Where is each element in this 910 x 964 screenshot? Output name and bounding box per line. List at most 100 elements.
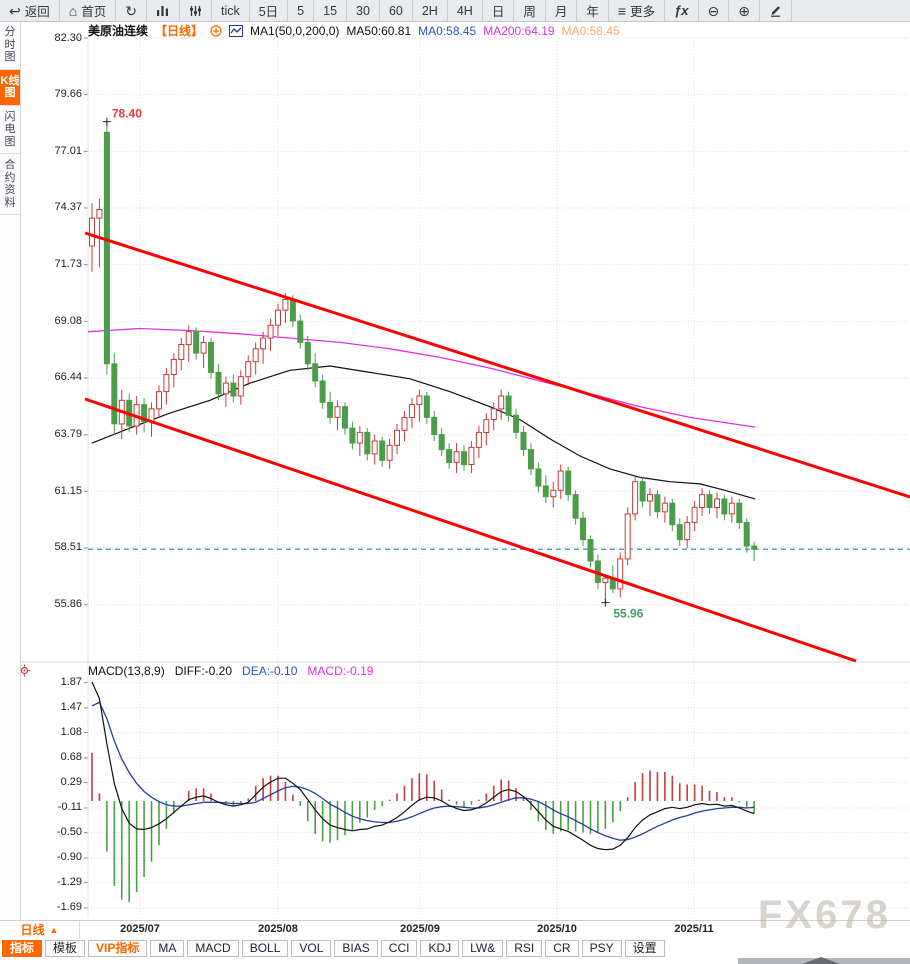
interval-4h[interactable]: 4H <box>448 0 483 21</box>
horizontal-scrollbar[interactable] <box>738 957 910 964</box>
tab-boll[interactable]: BOLL <box>241 939 289 957</box>
interval-5d[interactable]: 5日 <box>250 0 289 21</box>
zoom-out-icon: ⊖ <box>707 2 720 19</box>
macd-formula: MACD(13,8,9) <box>88 664 165 678</box>
ma0-value-blue: MA0:58.45 <box>418 23 477 38</box>
tab-psy[interactable]: PSY <box>581 939 622 957</box>
tab-kline-chart[interactable]: K线图 <box>0 69 20 106</box>
top-toolbar: ↩ 返回 ⌂ 首页 ↻ tick 5日 5 15 30 60 2H 4H 日周月年 ≡ 更多 ƒx ⊖ ⊕ <box>0 0 910 22</box>
chart-title-row: 美原油连续 【日线】 MA1(50,0,200,0) MA50:60.81 MA… <box>88 22 620 39</box>
ma50-line <box>91 365 756 500</box>
interval-60-label: 60 <box>388 3 403 18</box>
macd-header-row: MACD(13,8,9) DIFF:-0.20 DEA:-0.10 MACD:-… <box>88 664 373 678</box>
interval-year-label: 年 <box>586 5 599 19</box>
home-button[interactable]: ⌂ 首页 <box>60 0 117 21</box>
interval-5-label: 5 <box>297 3 305 18</box>
interval-month[interactable]: 月 <box>546 0 578 21</box>
interval-15-label: 15 <box>323 3 338 18</box>
zoom-in-icon: ⊕ <box>738 2 750 19</box>
tab-bias[interactable]: BIAS <box>334 939 378 957</box>
high-low-markers: 78.40 55.96 <box>102 107 644 621</box>
interval-tick-label: tick <box>220 3 240 18</box>
date-axis-label: 2025/10 <box>537 923 577 935</box>
interval-day-label: 日 <box>491 5 505 19</box>
tab-cci[interactable]: CCI <box>380 939 418 957</box>
chevron-up-icon: ▲ <box>49 924 59 935</box>
interval-60[interactable]: 60 <box>380 0 413 21</box>
interval-4h-label: 4H <box>456 3 473 18</box>
interval-year[interactable]: 年 <box>577 0 609 21</box>
period-selector-tab[interactable]: 日线 ▲ <box>0 921 80 938</box>
interval-week[interactable]: 周 <box>514 0 546 21</box>
tab-vol[interactable]: VOL <box>291 939 332 957</box>
back-button-label: 返回 <box>24 5 50 19</box>
draw-button[interactable] <box>760 0 792 21</box>
add-indicator-icon[interactable] <box>210 24 222 37</box>
chart-type-button[interactable] <box>147 0 180 21</box>
interval-30[interactable]: 30 <box>347 0 380 21</box>
date-axis-label: 2025/08 <box>258 923 298 935</box>
interval-2h-label: 2H <box>421 3 438 18</box>
macd-dea-value: DEA:-0.10 <box>242 664 298 678</box>
interval-2h[interactable]: 2H <box>413 0 448 21</box>
refresh-icon: ↻ <box>125 2 137 19</box>
tab-time-chart[interactable]: 分时图 <box>0 21 20 70</box>
dea-line <box>91 701 755 841</box>
date-axis-label: 2025/11 <box>674 923 714 935</box>
tab-settings[interactable]: 设置 <box>624 939 665 957</box>
back-icon: ↩ <box>9 2 21 19</box>
period-selector-label: 日线 <box>20 923 45 937</box>
tab-contract-info[interactable]: 合约资料 <box>0 154 20 215</box>
interval-month-label: 月 <box>554 5 568 19</box>
low-price-label: 55.96 <box>613 607 643 621</box>
tab-ma[interactable]: MA <box>150 939 185 957</box>
tab-template[interactable]: 模板 <box>45 939 86 957</box>
interval-30-label: 30 <box>356 3 370 18</box>
date-axis-label: 2025/07 <box>120 923 160 935</box>
interval-15[interactable]: 15 <box>314 0 348 21</box>
interval-day[interactable]: 日 <box>483 0 515 21</box>
zoom-out-button[interactable]: ⊖ <box>699 0 730 21</box>
zoom-in-button[interactable]: ⊕ <box>729 0 760 21</box>
trend-channel <box>84 231 910 663</box>
ma-formula: MA1(50,0,200,0) <box>250 23 340 38</box>
expand-panel-handle[interactable] <box>802 957 840 964</box>
mini-chart-icon[interactable] <box>229 24 244 37</box>
interval-5[interactable]: 5 <box>288 0 315 21</box>
tab-lw[interactable]: LW& <box>462 939 504 957</box>
tab-lightning-chart[interactable]: 闪电图 <box>0 106 20 154</box>
ma0-value-peach: MA0:58.45 <box>561 23 620 38</box>
more-menu-button[interactable]: ≡ 更多 <box>609 0 666 21</box>
pencil-icon <box>769 4 782 17</box>
macd-macd-value: MACD:-0.19 <box>307 664 374 678</box>
tab-cr[interactable]: CR <box>545 939 579 957</box>
menu-icon: ≡ <box>617 2 627 19</box>
tab-vip-indicator[interactable]: VIP指标 <box>88 939 148 957</box>
sliders-icon <box>189 5 202 17</box>
ma50-value: MA50:60.81 <box>346 23 412 38</box>
macd-diff-value: DIFF:-0.20 <box>174 664 233 678</box>
tab-indicator[interactable]: 指标 <box>2 939 43 957</box>
ma200-value: MA200:64.19 <box>483 23 555 38</box>
date-axis-label: 2025/09 <box>400 923 440 935</box>
more-menu-button-label: 更多 <box>630 5 656 19</box>
symbol-name: 美原油连续 <box>88 24 149 38</box>
indicator-panel-button[interactable] <box>180 0 212 21</box>
interval-week-label: 周 <box>523 5 536 19</box>
tab-macd[interactable]: MACD <box>187 939 239 957</box>
refresh-button[interactable]: ↻ <box>116 0 147 21</box>
fx-button[interactable]: ƒx <box>665 0 699 21</box>
tab-rsi[interactable]: RSI <box>506 939 543 957</box>
home-button-label: 首页 <box>81 5 107 19</box>
bottom-strip <box>0 957 910 964</box>
period-badge: 【日线】 <box>155 24 204 38</box>
tab-kdj[interactable]: KDJ <box>420 939 460 957</box>
interval-tick[interactable]: tick <box>212 0 250 21</box>
interval-5d-label: 5日 <box>258 5 279 19</box>
left-sidebar: 分时图 K线图 闪电图 合约资料 <box>0 21 21 920</box>
x-axis-row: 日线 ▲ 2025/07 2025/08 2025/09 2025/10 2025/11 <box>0 920 910 939</box>
indicator-bar: 指标 模板 VIP指标 MA MACD BOLL VOL BIAS CCI KDJ LW& RSI CR… <box>0 938 910 959</box>
back-button[interactable]: ↩ 返回 <box>0 0 60 21</box>
